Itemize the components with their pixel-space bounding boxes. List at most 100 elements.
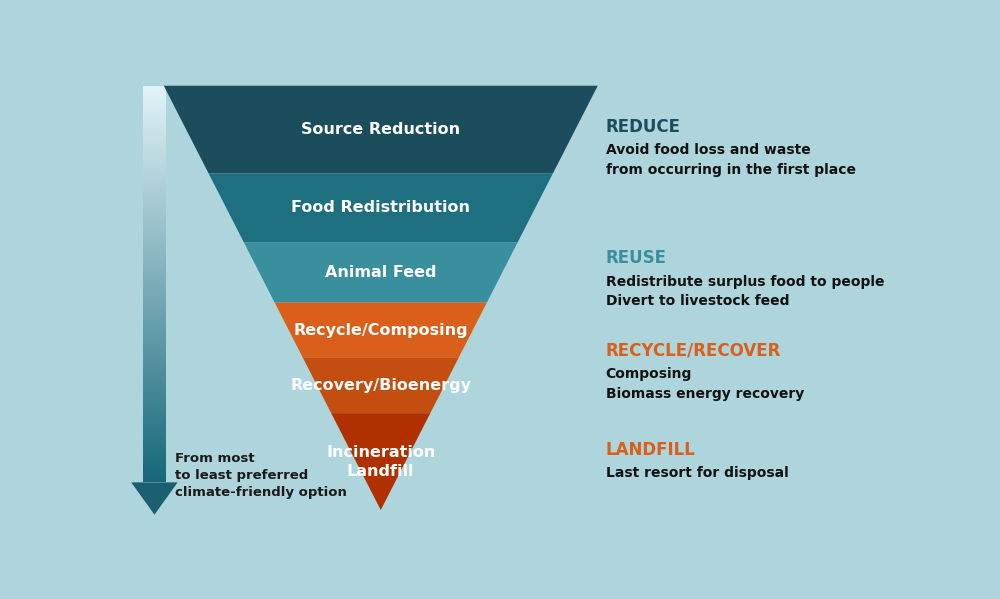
Polygon shape xyxy=(143,165,166,168)
Polygon shape xyxy=(143,462,166,466)
Polygon shape xyxy=(143,119,166,122)
Polygon shape xyxy=(143,426,166,429)
Polygon shape xyxy=(143,255,166,258)
Text: Recycle/Composing: Recycle/Composing xyxy=(293,323,468,338)
Polygon shape xyxy=(143,198,166,201)
Polygon shape xyxy=(143,221,166,225)
Polygon shape xyxy=(143,234,166,238)
Polygon shape xyxy=(143,181,166,185)
Polygon shape xyxy=(209,173,553,243)
Polygon shape xyxy=(143,122,166,125)
Polygon shape xyxy=(143,155,166,159)
Polygon shape xyxy=(143,440,166,443)
Polygon shape xyxy=(143,185,166,188)
Polygon shape xyxy=(143,367,166,370)
Polygon shape xyxy=(143,201,166,205)
Polygon shape xyxy=(143,244,166,247)
Polygon shape xyxy=(143,218,166,221)
Polygon shape xyxy=(143,135,166,138)
Polygon shape xyxy=(143,89,166,92)
Polygon shape xyxy=(143,192,166,195)
Polygon shape xyxy=(143,92,166,96)
Polygon shape xyxy=(143,410,166,413)
Polygon shape xyxy=(143,449,166,453)
Polygon shape xyxy=(143,109,166,112)
Polygon shape xyxy=(143,241,166,244)
Text: From most
to least preferred
climate-friendly option: From most to least preferred climate-fri… xyxy=(175,452,347,500)
Polygon shape xyxy=(143,433,166,436)
Polygon shape xyxy=(143,413,166,416)
Polygon shape xyxy=(143,172,166,175)
Polygon shape xyxy=(143,469,166,473)
Polygon shape xyxy=(143,459,166,462)
Polygon shape xyxy=(143,105,166,109)
Polygon shape xyxy=(143,364,166,367)
Polygon shape xyxy=(143,175,166,179)
Text: Food Redistribution: Food Redistribution xyxy=(291,201,470,216)
Polygon shape xyxy=(143,456,166,459)
Polygon shape xyxy=(143,258,166,261)
Polygon shape xyxy=(143,473,166,476)
Polygon shape xyxy=(143,370,166,373)
Text: Avoid food loss and waste
from occurring in the first place: Avoid food loss and waste from occurring… xyxy=(606,143,856,177)
Polygon shape xyxy=(143,307,166,310)
Polygon shape xyxy=(143,205,166,208)
Polygon shape xyxy=(143,251,166,255)
Polygon shape xyxy=(143,466,166,469)
Polygon shape xyxy=(143,264,166,268)
Polygon shape xyxy=(143,334,166,337)
Polygon shape xyxy=(143,225,166,228)
Polygon shape xyxy=(143,149,166,152)
Polygon shape xyxy=(143,168,166,172)
Polygon shape xyxy=(143,390,166,393)
Polygon shape xyxy=(143,423,166,426)
Text: Incineration
Landfill: Incineration Landfill xyxy=(326,444,435,479)
Polygon shape xyxy=(143,179,166,181)
Polygon shape xyxy=(143,214,166,218)
Polygon shape xyxy=(143,281,166,284)
Polygon shape xyxy=(143,301,166,304)
Polygon shape xyxy=(143,96,166,99)
Polygon shape xyxy=(143,357,166,360)
Polygon shape xyxy=(143,247,166,251)
Text: RECYCLE/RECOVER: RECYCLE/RECOVER xyxy=(606,341,781,360)
Polygon shape xyxy=(143,406,166,410)
Polygon shape xyxy=(143,350,166,353)
Polygon shape xyxy=(143,453,166,456)
Polygon shape xyxy=(143,116,166,119)
Polygon shape xyxy=(143,479,166,482)
Polygon shape xyxy=(143,446,166,449)
Polygon shape xyxy=(143,261,166,264)
Text: Last resort for disposal: Last resort for disposal xyxy=(606,466,788,480)
Polygon shape xyxy=(143,211,166,214)
Polygon shape xyxy=(143,373,166,377)
Polygon shape xyxy=(143,330,166,334)
Polygon shape xyxy=(143,310,166,314)
Polygon shape xyxy=(143,188,166,192)
Polygon shape xyxy=(143,195,166,198)
Polygon shape xyxy=(143,429,166,433)
Polygon shape xyxy=(143,238,166,241)
Text: Source Reduction: Source Reduction xyxy=(301,122,460,137)
Polygon shape xyxy=(143,129,166,132)
Polygon shape xyxy=(143,297,166,301)
Polygon shape xyxy=(143,132,166,135)
Polygon shape xyxy=(143,152,166,155)
Polygon shape xyxy=(143,403,166,406)
Polygon shape xyxy=(143,476,166,479)
Text: Animal Feed: Animal Feed xyxy=(325,265,436,280)
Polygon shape xyxy=(275,302,487,358)
Polygon shape xyxy=(143,436,166,440)
Polygon shape xyxy=(143,327,166,330)
Polygon shape xyxy=(143,377,166,380)
Polygon shape xyxy=(143,400,166,403)
Text: REUSE: REUSE xyxy=(606,249,666,268)
Text: REDUCE: REDUCE xyxy=(606,118,680,136)
Polygon shape xyxy=(143,159,166,162)
Polygon shape xyxy=(143,228,166,231)
Polygon shape xyxy=(143,323,166,327)
Polygon shape xyxy=(143,340,166,344)
Polygon shape xyxy=(143,288,166,291)
Polygon shape xyxy=(143,393,166,397)
Polygon shape xyxy=(143,416,166,419)
